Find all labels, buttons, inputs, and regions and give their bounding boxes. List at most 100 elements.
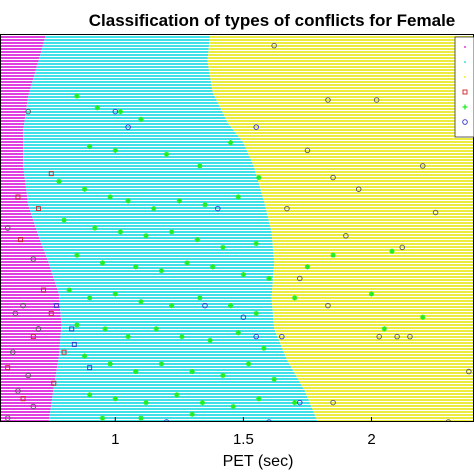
data-point-s3-0 — [48, 171, 54, 177]
data-point-s0-27 — [389, 248, 395, 254]
data-point-s2-11 — [399, 244, 406, 251]
data-point-s0-75 — [189, 411, 195, 417]
data-point-s2-14 — [376, 333, 382, 340]
data-point-s0-5 — [112, 147, 118, 153]
x-axis-label: PET (sec) — [223, 453, 294, 470]
data-point-s0-72 — [292, 400, 298, 406]
data-point-s1-5 — [240, 314, 247, 320]
data-point-s0-6 — [163, 151, 170, 157]
data-point-s0-70 — [230, 403, 236, 410]
data-point-s0-26 — [330, 252, 336, 258]
data-point-s4-3 — [87, 365, 93, 371]
data-point-s0-42 — [197, 295, 203, 301]
data-point-s0-66 — [112, 396, 118, 402]
data-point-s0-21 — [143, 233, 149, 239]
data-point-s0-13 — [151, 206, 157, 212]
data-point-s1-6 — [253, 333, 259, 340]
data-point-s2-4 — [304, 147, 311, 154]
data-point-s3-9 — [51, 380, 57, 386]
data-point-s1-9 — [266, 419, 272, 422]
data-point-s0-68 — [174, 392, 180, 398]
x-tick-label-2: 2 — [367, 431, 375, 448]
data-point-s0-7 — [197, 163, 203, 169]
data-point-s3-1 — [15, 194, 21, 200]
data-point-s0-8 — [227, 140, 234, 146]
data-point-s2-7 — [355, 186, 362, 192]
data-point-s2-22 — [30, 256, 37, 262]
data-point-s1-2 — [253, 124, 259, 130]
data-point-s0-20 — [117, 229, 124, 235]
data-point-s0-1 — [94, 105, 100, 111]
data-point-s0-38 — [87, 295, 93, 301]
data-point-s0-35 — [266, 275, 272, 282]
data-point-s2-9 — [432, 209, 439, 216]
data-point-s3-8 — [5, 365, 11, 371]
data-point-s4-2 — [71, 341, 77, 347]
data-point-s0-29 — [99, 260, 106, 266]
data-point-s0-65 — [87, 392, 93, 398]
data-point-s0-73 — [99, 415, 106, 421]
data-point-s0-71 — [256, 396, 262, 402]
data-point-s0-16 — [235, 194, 241, 200]
data-point-s1-1 — [125, 124, 131, 130]
data-point-s0-46 — [368, 291, 375, 297]
legend-marker-4 — [462, 104, 468, 110]
data-point-s0-63 — [245, 361, 252, 367]
data-point-s0-25 — [253, 240, 259, 247]
data-point-s2-17 — [466, 368, 472, 375]
data-point-s0-60 — [158, 361, 165, 367]
data-point-s0-30 — [133, 264, 139, 270]
data-point-s1-4 — [202, 302, 208, 309]
legend-marker-1 — [464, 61, 466, 63]
data-point-s2-21 — [4, 225, 11, 231]
data-point-s0-40 — [138, 299, 144, 305]
legend-marker-0 — [464, 46, 466, 48]
data-point-s0-33 — [210, 264, 216, 270]
data-point-s0-44 — [253, 310, 259, 316]
data-point-s0-11 — [107, 194, 113, 200]
data-point-s0-24 — [220, 244, 226, 250]
data-point-s0-59 — [133, 368, 139, 375]
data-point-s2-24 — [12, 310, 19, 317]
data-point-s3-10 — [20, 396, 26, 402]
data-point-s2-15 — [394, 333, 400, 340]
legend — [454, 36, 474, 138]
data-point-s2-25 — [35, 326, 42, 332]
data-point-s2-20 — [25, 108, 31, 115]
data-point-s0-55 — [381, 326, 387, 332]
data-point-s0-19 — [92, 225, 98, 231]
data-point-s3-3 — [18, 237, 23, 243]
data-point-s0-50 — [153, 326, 159, 332]
data-point-s2-1 — [325, 97, 331, 103]
data-point-s2-30 — [4, 415, 11, 421]
data-point-s0-3 — [138, 116, 144, 122]
x-axis: 1 1.5 2 — [111, 417, 376, 448]
data-point-s0-45 — [292, 295, 298, 301]
data-point-s0-64 — [271, 376, 277, 382]
data-point-s0-51 — [179, 334, 185, 340]
data-point-s3-4 — [41, 287, 47, 293]
data-point-s0-34 — [240, 271, 247, 278]
plot-area — [0, 34, 474, 422]
data-point-s0-23 — [194, 237, 200, 243]
data-point-s0-48 — [102, 326, 108, 332]
data-point-s3-5 — [48, 310, 54, 316]
data-point-s0-22 — [169, 229, 175, 235]
data-point-s4-0 — [53, 303, 59, 309]
data-point-s2-23 — [20, 302, 26, 309]
data-point-s0-69 — [199, 400, 206, 406]
data-point-s0-2 — [117, 109, 124, 115]
data-point-s0-56 — [420, 314, 426, 320]
data-point-s0-62 — [220, 372, 226, 379]
data-point-s2-10 — [343, 233, 349, 239]
legend-marker-3 — [462, 89, 468, 95]
data-point-s2-26 — [10, 349, 16, 355]
data-point-s2-12 — [297, 275, 303, 282]
data-point-s0-0 — [74, 93, 80, 99]
data-point-s2-5 — [330, 174, 336, 181]
data-point-s0-41 — [169, 303, 175, 309]
data-point-s0-28 — [74, 252, 80, 258]
data-point-s1-10 — [163, 419, 170, 422]
data-point-s0-15 — [202, 202, 208, 208]
data-point-s1-3 — [215, 205, 221, 212]
